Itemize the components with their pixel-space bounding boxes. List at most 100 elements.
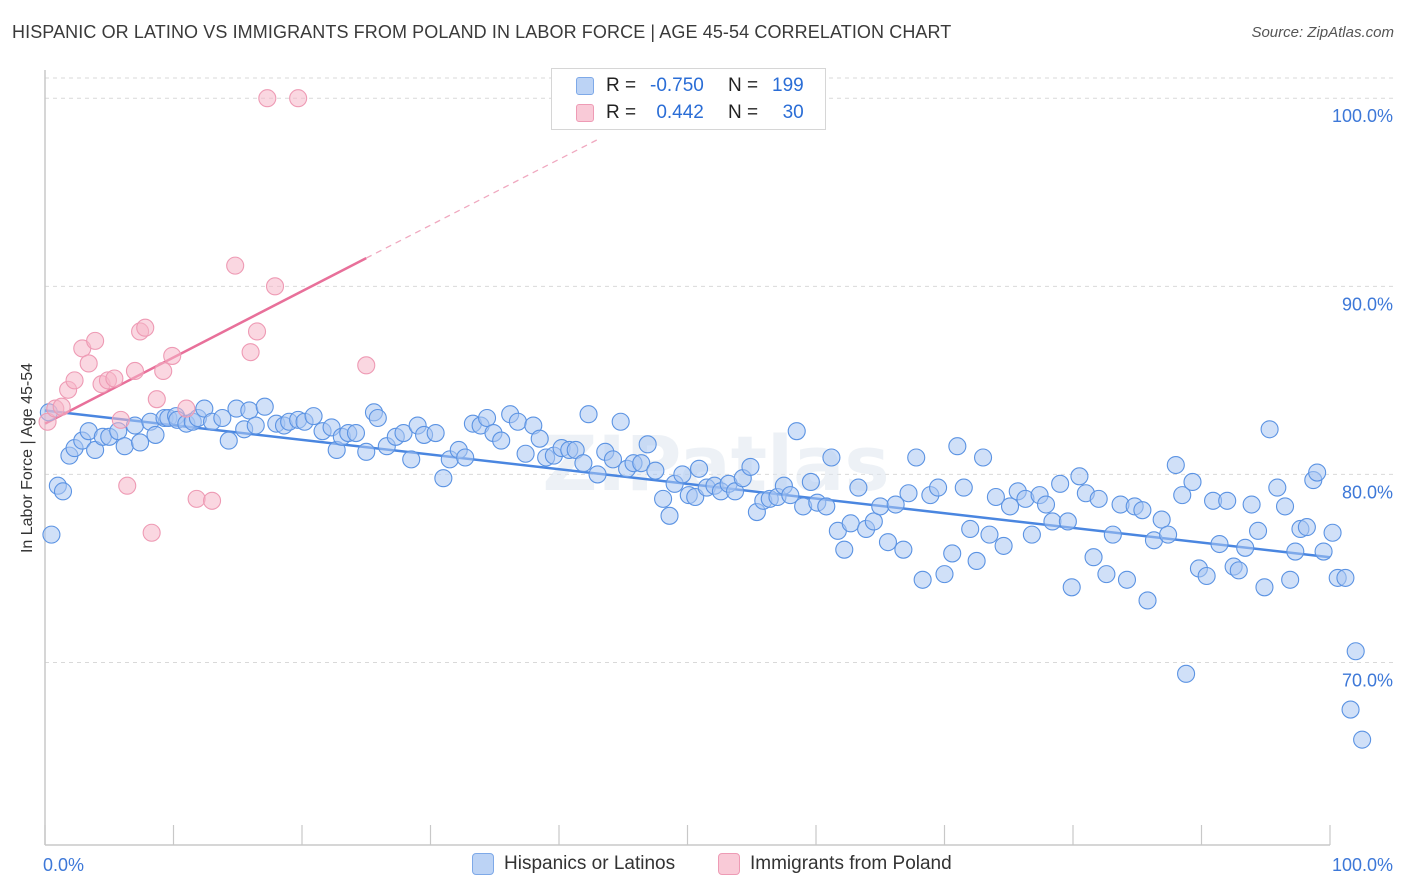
x-tick-label: 100.0%: [1332, 855, 1393, 875]
hispanic-point: [1089, 489, 1108, 508]
hispanic-point: [967, 551, 986, 571]
hispanic-point: [1281, 570, 1300, 589]
hispanic-point: [603, 450, 623, 469]
bottom-legend-poland: Immigrants from Poland: [718, 851, 952, 877]
hispanic-point: [948, 437, 967, 456]
hispanic-point: [1218, 491, 1237, 510]
hispanic-point: [1173, 486, 1192, 505]
hispanic-point: [477, 408, 497, 428]
x-tick-label: 0.0%: [43, 855, 84, 875]
hispanic-point: [1314, 542, 1333, 561]
y-tick-label: 100.0%: [1332, 106, 1393, 126]
poland-point: [247, 322, 267, 341]
hispanic-point: [801, 472, 820, 492]
hispanic-point: [516, 444, 535, 463]
hispanic-point: [1297, 518, 1316, 537]
legend-n-value: 199: [772, 75, 804, 96]
hispanic-point: [1084, 548, 1103, 567]
poland-point: [118, 476, 137, 495]
hispanic-point: [849, 478, 868, 497]
y-tick-label: 70.0%: [1342, 671, 1393, 691]
poland-point: [241, 343, 260, 362]
hispanic-point: [394, 423, 413, 443]
hispanic-point: [913, 570, 932, 589]
hispanic-point: [1323, 523, 1342, 542]
poland-point: [136, 318, 155, 337]
legend-swatch-hispanic: [576, 77, 594, 95]
bottom-legend-swatch-poland: [718, 853, 740, 875]
hispanic-point: [42, 525, 61, 544]
hispanic-point: [871, 497, 890, 516]
hispanic-point: [1043, 512, 1062, 531]
hispanic-point: [508, 412, 527, 431]
hispanic-point: [611, 412, 630, 431]
hispanic-point: [961, 519, 980, 539]
hispanic-point: [781, 486, 800, 505]
hispanic-point: [1000, 497, 1020, 516]
hispanic-point: [1260, 420, 1279, 439]
poland-point: [177, 399, 196, 418]
hispanic-point: [638, 435, 657, 454]
hispanic-point: [1210, 534, 1229, 554]
hispanic-point: [1103, 525, 1122, 544]
y-axis-label: In Labor Force | Age 45-54: [19, 362, 36, 554]
poland-point: [147, 390, 166, 409]
hispanic-point: [1229, 561, 1248, 580]
hispanic-point: [660, 506, 679, 525]
hispanic-point: [817, 497, 836, 516]
hispanic-point: [899, 484, 918, 503]
hispanic-point: [994, 536, 1013, 555]
axes: [44, 70, 1331, 846]
hispanic-point: [357, 442, 376, 461]
hispanic-point: [1152, 510, 1171, 529]
hispanic-point: [632, 454, 651, 473]
hispanic-point: [835, 540, 854, 559]
hispanic-point: [219, 431, 238, 450]
hispanic-point: [935, 565, 954, 584]
legend-r-label: R =: [606, 102, 637, 123]
poland-point: [65, 371, 84, 390]
hispanic-point: [878, 533, 898, 552]
hispanic-point: [741, 457, 760, 476]
hispanic-point: [213, 408, 232, 428]
legend-n-value: 130: [782, 102, 804, 123]
hispanic-point: [1336, 568, 1355, 587]
poland-point: [111, 410, 130, 429]
hispanic-point: [304, 407, 323, 426]
hispanic-point: [1183, 472, 1202, 492]
hispanic-point: [1197, 566, 1216, 586]
legend-swatch-poland: [576, 104, 594, 122]
legend-r-label: R =: [606, 75, 637, 96]
hispanic-point: [246, 416, 265, 435]
legend-n-label: N =: [728, 102, 759, 123]
hispanic-point: [894, 540, 913, 559]
hispanic-point: [1177, 664, 1196, 683]
hispanic-point: [973, 448, 993, 467]
poland-point: [105, 369, 124, 388]
hispanic-point: [1036, 495, 1056, 514]
poland-point: [86, 331, 105, 350]
hispanic-point: [146, 425, 165, 444]
hispanic-point: [255, 397, 274, 416]
y-tick-label: 80.0%: [1342, 482, 1393, 502]
poland-point: [52, 397, 71, 416]
hispanic-point: [1275, 497, 1295, 516]
hispanic-point: [1097, 565, 1116, 584]
hispanic-point: [426, 423, 445, 443]
hispanic-point: [1159, 525, 1178, 544]
hispanic-point: [588, 465, 607, 484]
hispanic-point: [690, 459, 709, 478]
bottom-legend-hispanic: Hispanics or Latinos: [472, 851, 675, 877]
poland-trend-line: [44, 256, 367, 425]
hispanic-point: [1341, 700, 1360, 719]
hispanic-point: [1062, 578, 1081, 597]
hispanic-point: [115, 437, 134, 456]
legend-r-value: -0.442: [656, 102, 704, 123]
hispanic-point: [240, 401, 259, 420]
hispanic-point: [1346, 642, 1365, 661]
hispanic-point: [1117, 570, 1137, 589]
hispanic-point: [673, 465, 692, 484]
hispanic-point: [368, 408, 387, 428]
source-credit: Source: ZipAtlas.com: [1251, 24, 1394, 41]
